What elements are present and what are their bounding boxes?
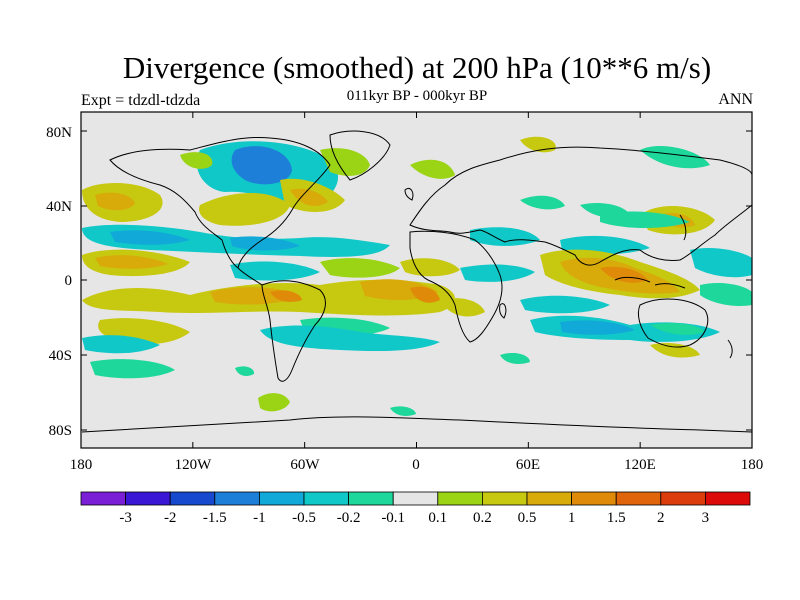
colorbar-swatch bbox=[348, 491, 394, 506]
colorbar-swatch bbox=[705, 491, 751, 506]
colorbar-label: 0.5 bbox=[518, 510, 537, 526]
axis-ticks bbox=[80, 112, 753, 448]
colorbar-label: 1 bbox=[568, 510, 576, 526]
map-subtitle: 011kyr BP - 000kyr BP bbox=[346, 88, 488, 104]
colorbar-label: 2 bbox=[657, 510, 665, 526]
lat-tick-label: 0 bbox=[65, 273, 73, 289]
colorbar-swatch bbox=[571, 491, 617, 506]
latitude-axis: 80N 40N 0 40S 80S bbox=[46, 125, 72, 439]
colorbar-label: -1.5 bbox=[203, 510, 227, 526]
colorbar-swatch bbox=[481, 491, 528, 506]
lon-tick-label: 180 bbox=[741, 457, 764, 473]
colorbar-swatch bbox=[258, 491, 305, 506]
colorbar-labels: -3 -2 -1.5 -1 -0.5 -0.2 -0.1 0.1 0.2 0.5 1 1.5 2 3 bbox=[119, 510, 709, 526]
lon-tick-label: 120W bbox=[175, 457, 213, 473]
lat-tick-label: 80S bbox=[49, 423, 72, 439]
experiment-label: Expt = tdzdl-tdzda bbox=[81, 92, 201, 109]
lon-tick-label: 60E bbox=[516, 457, 540, 473]
colorbar-label: 0.2 bbox=[473, 510, 492, 526]
longitude-axis: 180 120W 60W 0 60E 120E 180 bbox=[70, 457, 764, 473]
lon-tick-label: 180 bbox=[70, 457, 93, 473]
colorbar bbox=[80, 491, 751, 506]
lon-tick-label: 0 bbox=[412, 457, 420, 473]
lat-tick-label: 80N bbox=[46, 125, 72, 141]
lat-tick-label: 40S bbox=[49, 348, 72, 364]
colorbar-swatch bbox=[169, 491, 216, 506]
colorbar-swatch bbox=[437, 491, 483, 506]
colorbar-label: -3 bbox=[119, 510, 132, 526]
map-title: Divergence (smoothed) at 200 hPa (10**6 … bbox=[122, 50, 712, 85]
colorbar-label: -1 bbox=[253, 510, 266, 526]
colorbar-label: -0.2 bbox=[337, 510, 361, 526]
lon-tick-label: 60W bbox=[290, 457, 320, 473]
colorbar-label: -2 bbox=[164, 510, 177, 526]
season-label: ANN bbox=[718, 91, 753, 108]
colorbar-label: -0.5 bbox=[292, 510, 316, 526]
lon-tick-label: 120E bbox=[624, 457, 656, 473]
colorbar-label: -0.1 bbox=[381, 510, 405, 526]
lat-tick-label: 40N bbox=[46, 199, 72, 215]
colorbar-swatch bbox=[526, 491, 572, 506]
colorbar-label: 0.1 bbox=[428, 510, 447, 526]
colorbar-label: 3 bbox=[702, 510, 710, 526]
colorbar-swatch bbox=[660, 491, 706, 506]
colorbar-swatch bbox=[392, 491, 439, 506]
colorbar-swatch bbox=[214, 491, 260, 506]
colorbar-swatch bbox=[80, 491, 126, 506]
colorbar-swatch bbox=[303, 491, 349, 506]
divergence-field bbox=[82, 136, 752, 416]
coastlines bbox=[81, 130, 752, 433]
colorbar-swatch bbox=[615, 491, 662, 506]
colorbar-label: 1.5 bbox=[607, 510, 626, 526]
colorbar-swatch bbox=[125, 491, 171, 506]
